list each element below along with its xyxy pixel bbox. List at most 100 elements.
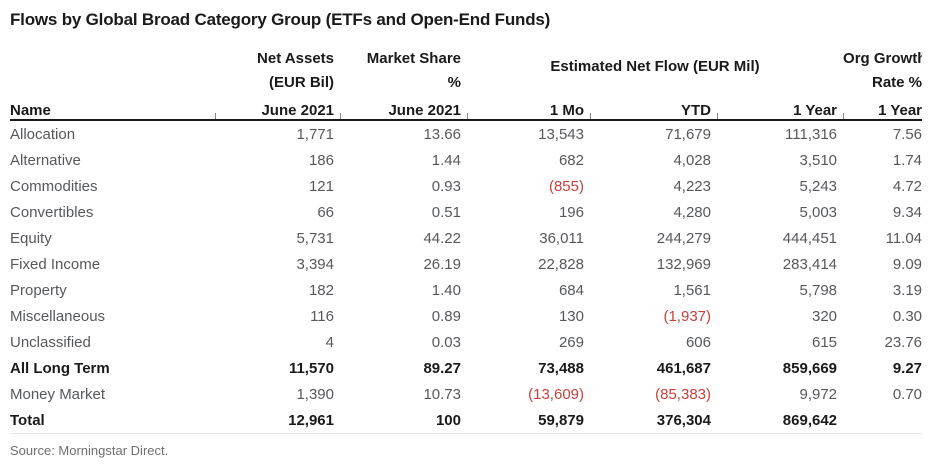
value-cell: 682 xyxy=(558,151,584,169)
value-cell: 0.51 xyxy=(431,203,461,221)
value-cell: 89.27 xyxy=(423,359,461,377)
row-name-cell: Total xyxy=(10,407,215,434)
table-row: Convertibles 66 0.51 196 4,280 5,003 9.34 xyxy=(10,199,922,225)
col-flow-ytd-label: YTD xyxy=(590,91,717,121)
value-cell: 0.89 xyxy=(431,307,461,325)
col-net-assets-period: June 2021 xyxy=(215,91,340,121)
row-name-cell: Allocation xyxy=(10,125,76,143)
value-cell: 0.03 xyxy=(431,333,461,351)
value-cell: 4 xyxy=(325,333,334,351)
value-cell: 1.40 xyxy=(431,281,461,299)
table-row: Alternative 186 1.44 682 4,028 3,510 1.74 xyxy=(10,147,922,173)
value-cell: 7.56 xyxy=(892,125,923,143)
value-cell: 1.74 xyxy=(892,151,923,169)
value-cell: 5,731 xyxy=(296,229,334,247)
row-name-cell: Property xyxy=(10,281,67,299)
source-note: Source: Morningstar Direct. xyxy=(10,443,169,458)
value-cell: (85,383) xyxy=(655,385,711,403)
value-cell: 11.04 xyxy=(885,229,923,247)
col-org-growth-label: Org Growth xyxy=(843,50,923,67)
table-row: Commodities 121 0.93 (855) 4,223 5,243 4.72 xyxy=(10,173,922,199)
table-row: Property 182 1.40 684 1,561 5,798 3.19 xyxy=(10,277,922,303)
value-cell: (1,937) xyxy=(663,307,711,325)
col-group-estimated-net-flow: Estimated Net Flow (EUR Mil) xyxy=(550,57,760,75)
row-name-cell: Unclassified xyxy=(10,333,91,351)
flows-table: Net Assets Market Share Estimated Net Fl… xyxy=(10,41,923,434)
row-name-cell: Equity xyxy=(10,229,52,247)
col-org-growth-period: 1 Year xyxy=(843,91,923,121)
value-cell: 859,669 xyxy=(782,359,838,377)
value-cell: 23.76 xyxy=(884,333,923,351)
table-row: All Long Term 11,570 89.27 73,488 461,687 859… xyxy=(10,355,922,381)
table-row: Equity 5,731 44.22 36,011 244,279 444,451 11.0… xyxy=(10,225,922,251)
value-cell: 4,223 xyxy=(673,177,711,195)
value-cell: 4.72 xyxy=(892,177,923,195)
value-cell: 869,642 xyxy=(717,407,844,434)
value-cell: 461,687 xyxy=(656,359,711,377)
value-cell: 116 xyxy=(310,307,334,325)
col-flow-1mo-label: 1 Mo xyxy=(467,91,590,121)
col-net-assets-label: Net Assets xyxy=(257,50,334,67)
col-flow-1year-label: 1 Year xyxy=(717,91,844,121)
value-cell: 9,972 xyxy=(799,385,838,403)
value-cell: 244,279 xyxy=(656,229,711,247)
value-cell: 1,771 xyxy=(296,125,334,143)
value-cell: 615 xyxy=(812,333,838,351)
value-cell: 44.22 xyxy=(423,229,461,247)
value-cell: 13.66 xyxy=(423,125,461,143)
value-cell: 130 xyxy=(558,307,584,325)
value-cell: (13,609) xyxy=(528,385,584,403)
value-cell: 182 xyxy=(308,281,334,299)
value-cell: 1,390 xyxy=(296,385,334,403)
value-cell: 11,570 xyxy=(288,359,334,377)
value-cell: 13,543 xyxy=(538,125,584,143)
col-market-share-label: Market Share xyxy=(366,50,461,67)
value-cell: 73,488 xyxy=(538,359,584,377)
header-spacer xyxy=(10,67,215,91)
value-cell: 71,679 xyxy=(665,125,711,143)
value-cell: 444,451 xyxy=(782,229,838,247)
row-name-cell: Alternative xyxy=(10,151,81,169)
value-cell: 320 xyxy=(812,307,838,325)
value-cell: 5,003 xyxy=(799,203,838,221)
value-cell: 121 xyxy=(308,177,334,195)
value-cell: 3.19 xyxy=(892,281,923,299)
value-cell: 186 xyxy=(308,151,334,169)
value-cell: 196 xyxy=(558,203,584,221)
value-cell: 111,316 xyxy=(785,125,838,143)
value-cell: 606 xyxy=(685,333,711,351)
value-cell: 5,798 xyxy=(799,281,838,299)
value-cell: 3,510 xyxy=(799,151,838,169)
table-body: Allocation 1,771 13.66 13,543 71,679 111,316 7… xyxy=(10,120,923,434)
value-cell: 59,879 xyxy=(467,407,590,434)
value-cell: 283,414 xyxy=(782,255,838,273)
value-cell: 9.27 xyxy=(892,359,923,377)
col-net-assets-unit: (EUR Bil) xyxy=(269,74,334,91)
value-cell: 1.44 xyxy=(431,151,461,169)
value-cell: 0.30 xyxy=(892,307,923,325)
row-name-cell: Fixed Income xyxy=(10,255,101,273)
value-cell: 22,828 xyxy=(538,255,584,273)
table-row: Miscellaneous 116 0.89 130 (1,937) 320 0.30 xyxy=(10,303,922,329)
value-cell: 0.70 xyxy=(892,385,923,403)
table-row: Allocation 1,771 13.66 13,543 71,679 111,316 7… xyxy=(10,120,922,147)
table-row: Fixed Income 3,394 26.19 22,828 132,969 283,4… xyxy=(10,251,922,277)
value-cell xyxy=(843,407,923,434)
value-cell: 0.93 xyxy=(431,177,461,195)
value-cell: (855) xyxy=(548,177,584,195)
value-cell: 66 xyxy=(317,203,334,221)
col-name-label: Name xyxy=(10,91,215,121)
row-name-cell: All Long Term xyxy=(10,359,110,377)
value-cell: 269 xyxy=(558,333,584,351)
row-name-cell: Money Market xyxy=(10,385,106,403)
value-cell: 10.73 xyxy=(423,385,461,403)
row-name-cell: Miscellaneous xyxy=(10,307,106,325)
value-cell: 12,961 xyxy=(215,407,340,434)
value-cell: 9.09 xyxy=(892,255,923,273)
row-name-cell: Commodities xyxy=(10,177,98,195)
value-cell: 26.19 xyxy=(423,255,461,273)
table-row: Unclassified 4 0.03 269 606 615 23.76 xyxy=(10,329,922,355)
col-org-growth-unit: Rate % xyxy=(872,74,923,91)
value-cell: 132,969 xyxy=(656,255,711,273)
value-cell: 3,394 xyxy=(296,255,334,273)
